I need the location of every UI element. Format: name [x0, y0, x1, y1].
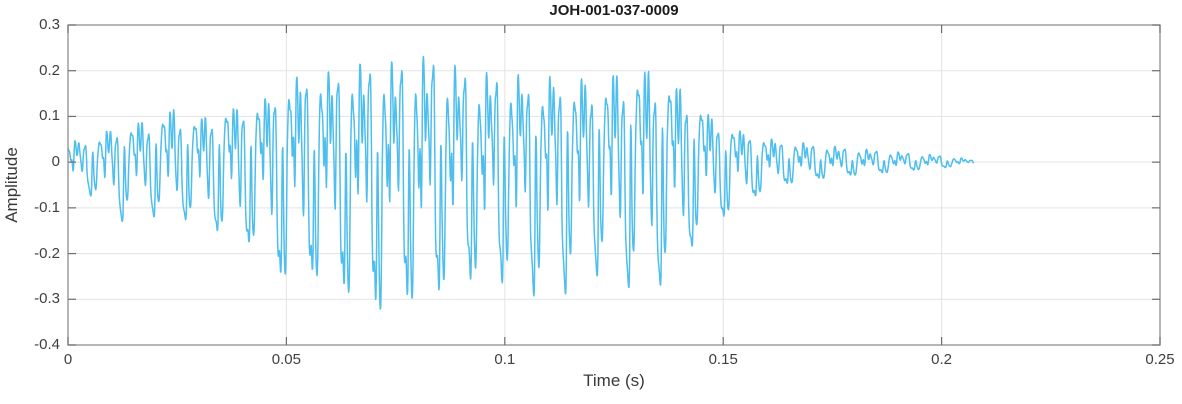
x-tick-label: 0.05: [271, 351, 301, 368]
chart-title: JOH-001-037-0009: [549, 2, 679, 19]
x-tick-label: 0.2: [931, 351, 953, 368]
x-axis-label: Time (s): [583, 371, 645, 390]
x-tick-label: 0.25: [1145, 351, 1175, 368]
waveform-line: [67, 55, 975, 310]
x-tick-label: 0.1: [494, 351, 516, 368]
y-tick-label: -0.2: [34, 244, 60, 262]
y-tick-label: 0.1: [39, 107, 60, 125]
plot-border: [67, 24, 1161, 346]
x-tick-label: 0: [63, 351, 73, 368]
y-tick-label: -0.3: [34, 290, 60, 308]
y-tick-label: 0.2: [39, 61, 60, 79]
y-tick-label: -0.4: [34, 336, 60, 353]
y-tick-label: -0.1: [34, 198, 60, 216]
y-tick-label: 0: [51, 153, 60, 171]
y-tick-label: 0.3: [39, 16, 60, 33]
x-tick-label: 0.15: [708, 351, 738, 368]
